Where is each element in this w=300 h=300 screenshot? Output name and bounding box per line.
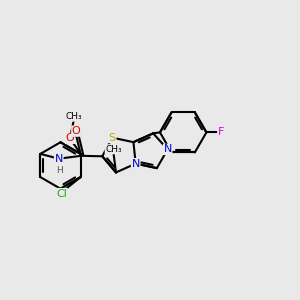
Text: H: H — [56, 166, 63, 175]
Text: CH₃: CH₃ — [105, 145, 122, 154]
Text: N: N — [164, 144, 172, 154]
Text: N: N — [55, 154, 63, 164]
Text: CH₃: CH₃ — [65, 112, 82, 121]
Text: F: F — [218, 128, 224, 137]
Text: Cl: Cl — [56, 188, 67, 199]
Text: N: N — [131, 159, 140, 169]
Text: O: O — [66, 134, 74, 143]
Text: O: O — [72, 126, 81, 136]
Text: S: S — [109, 133, 116, 143]
